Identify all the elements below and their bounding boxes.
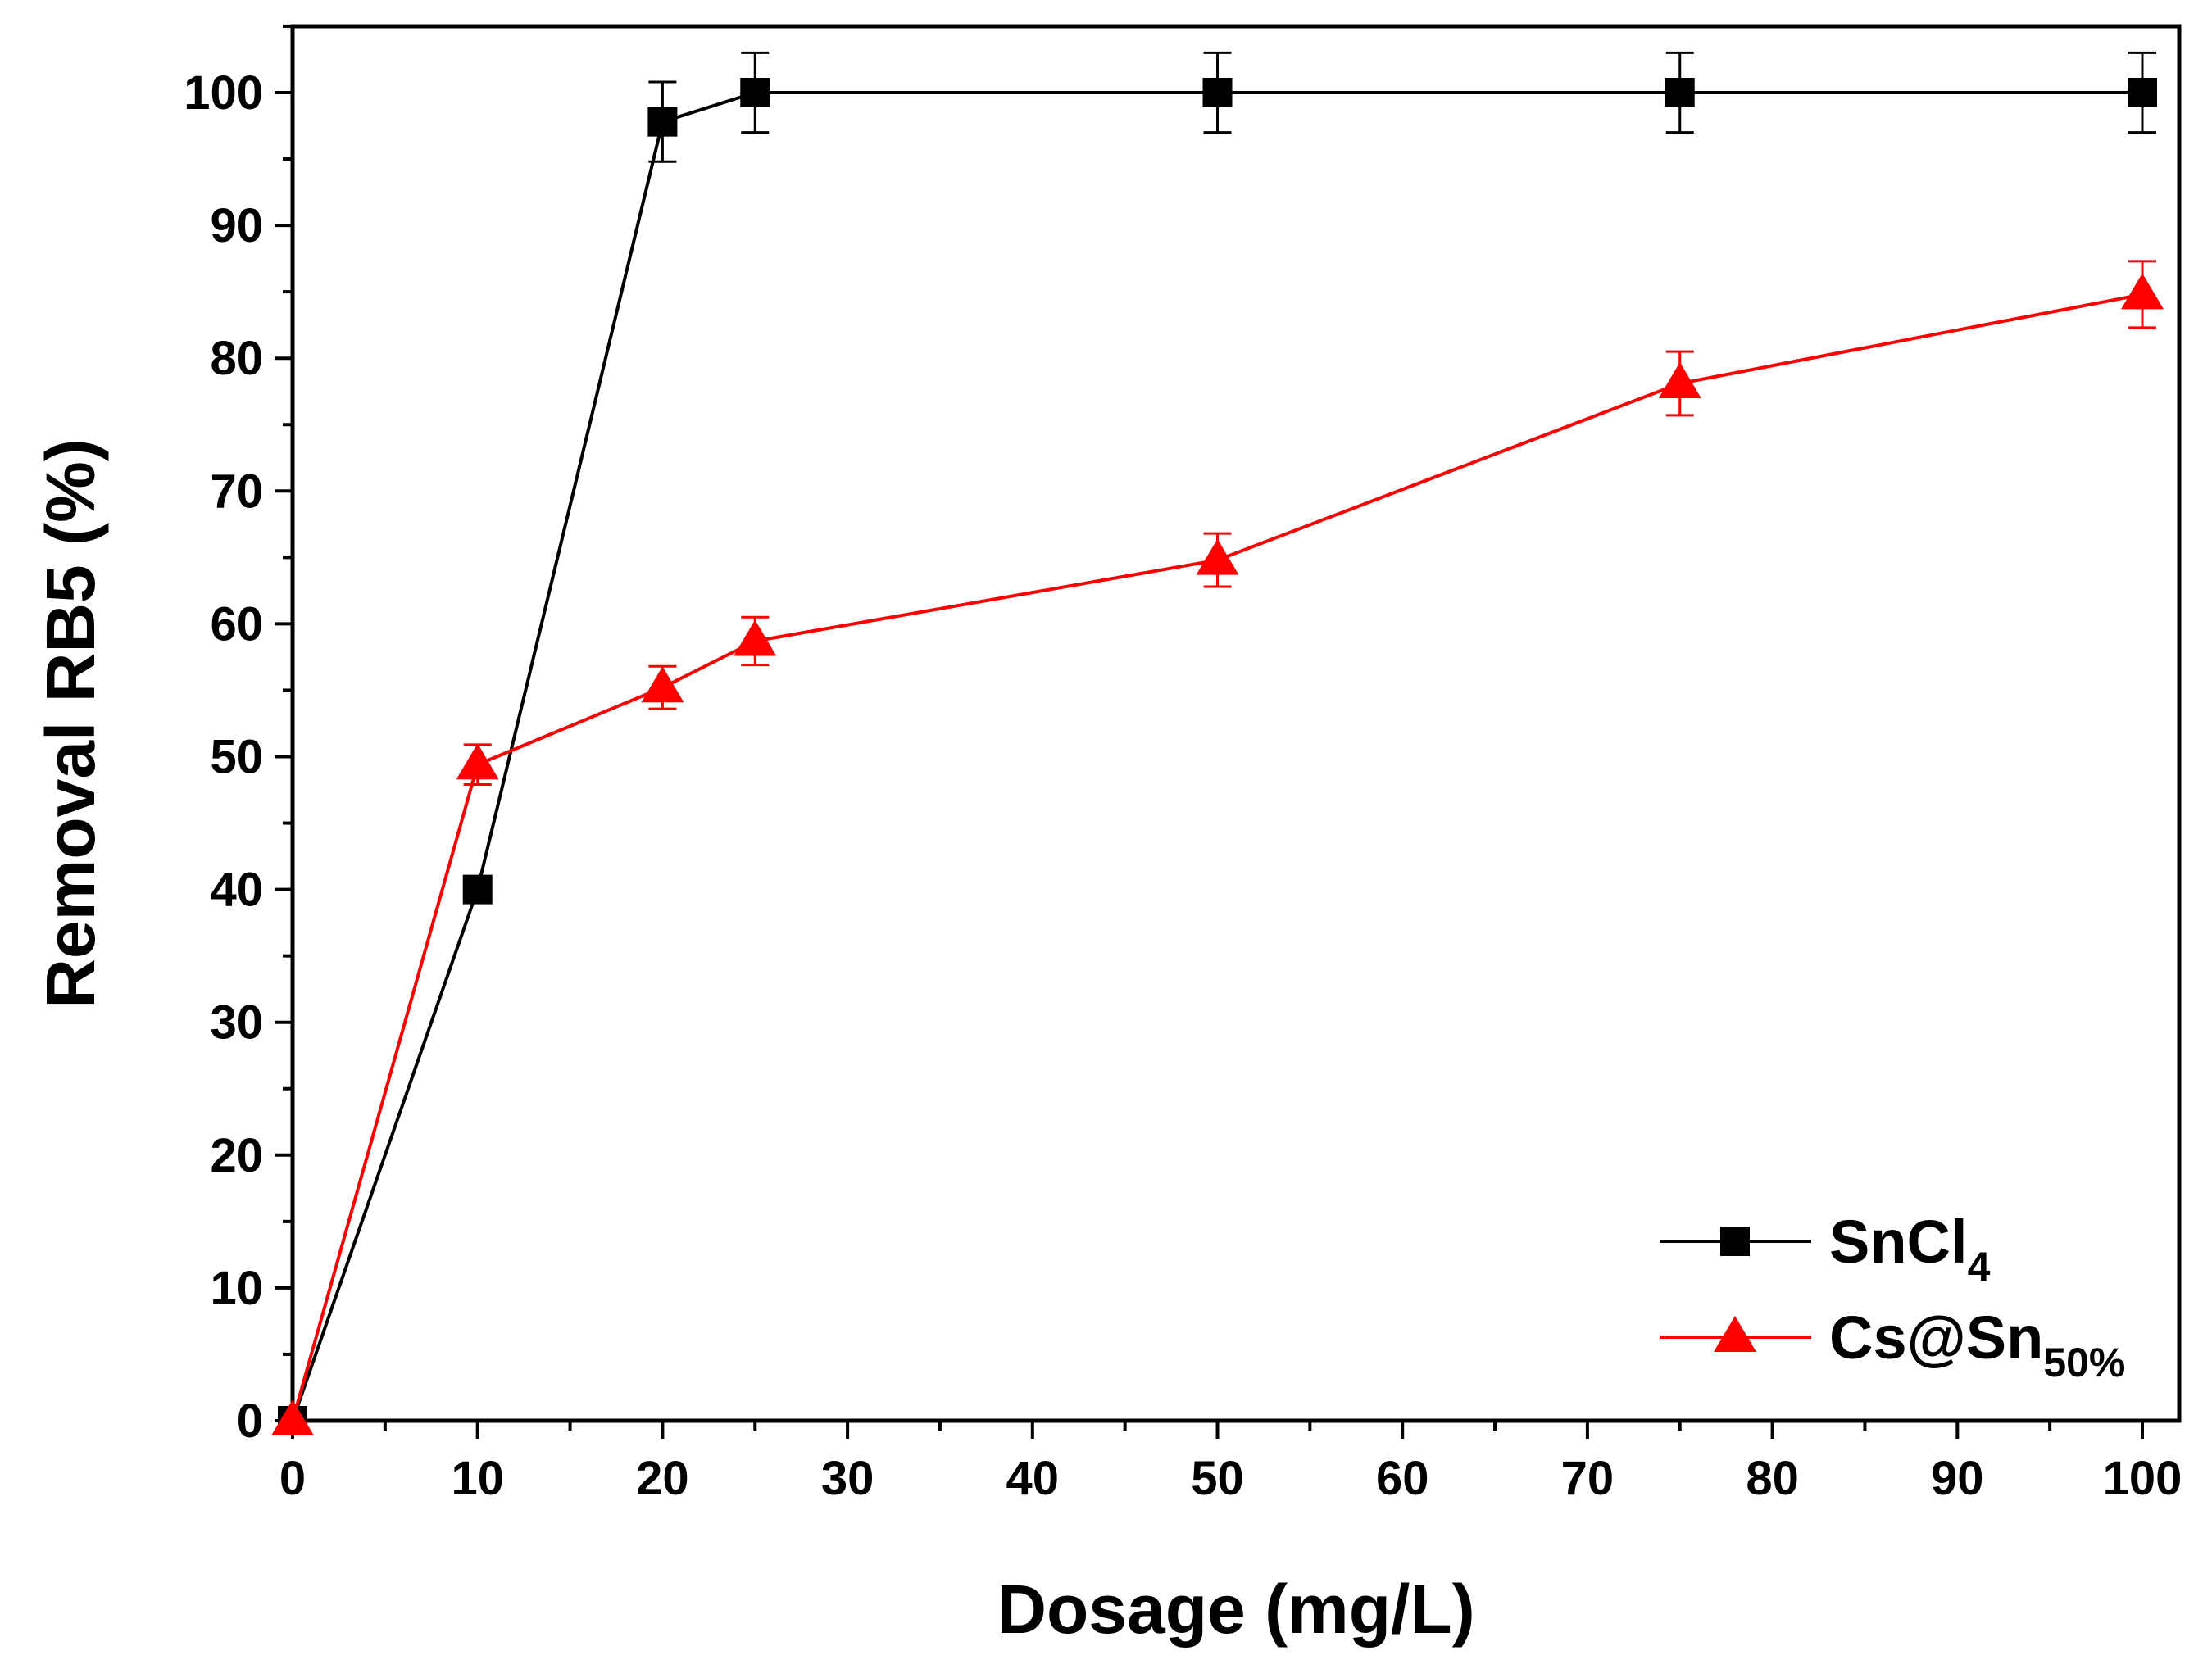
x-tick-label: 20 xyxy=(636,1452,689,1505)
legend: SnCl4 Cs@Sn50% xyxy=(1660,1208,2125,1385)
series-layer xyxy=(271,51,2164,1435)
x-tick-label: 10 xyxy=(451,1452,504,1505)
data-point xyxy=(456,743,499,780)
y-axis-title: Removal RB5 (%) xyxy=(32,438,109,1009)
data-point xyxy=(1658,361,1701,398)
legend-marker xyxy=(1720,1227,1750,1256)
y-tick-label: 40 xyxy=(210,864,263,917)
data-point xyxy=(740,78,770,107)
y-tick-label: 0 xyxy=(237,1395,263,1448)
y-tick-label: 80 xyxy=(210,332,263,385)
series-cs-sn50 xyxy=(271,260,2164,1435)
legend-label-subscript: 50% xyxy=(2043,1340,2125,1385)
y-tick-label: 60 xyxy=(210,597,263,651)
legend-label-subscript: 4 xyxy=(1968,1244,1991,1290)
y-tick-label: 70 xyxy=(210,465,263,518)
legend-label-main: SnCl xyxy=(1829,1208,1968,1276)
data-point xyxy=(1196,538,1239,575)
legend-label: SnCl4 xyxy=(1829,1208,1991,1290)
y-tick-label: 30 xyxy=(210,996,263,1050)
data-point xyxy=(462,874,493,905)
legend-label-main: Cs@Sn xyxy=(1829,1304,2043,1372)
data-point xyxy=(271,1399,314,1435)
data-point xyxy=(647,107,678,137)
x-axis-title: Dosage (mg/L) xyxy=(997,1571,1474,1648)
y-tick-label: 10 xyxy=(210,1262,263,1315)
x-tick-label: 60 xyxy=(1376,1452,1429,1505)
legend-marker xyxy=(1714,1316,1756,1352)
x-tick-label: 90 xyxy=(1931,1452,1984,1505)
x-tick-label: 70 xyxy=(1561,1452,1615,1505)
legend-label: Cs@Sn50% xyxy=(1829,1304,2125,1385)
y-tick-label: 20 xyxy=(210,1129,263,1182)
plot-frame xyxy=(290,24,2182,1423)
y-tick-label: 50 xyxy=(210,731,263,784)
data-point xyxy=(2128,78,2157,107)
x-tick-label: 30 xyxy=(821,1452,874,1505)
y-tick-label: 90 xyxy=(210,199,263,252)
x-tick-label: 40 xyxy=(1006,1452,1060,1505)
x-tick-label: 80 xyxy=(1746,1452,1799,1505)
x-tick-label: 0 xyxy=(279,1452,306,1505)
x-tick-label: 100 xyxy=(2103,1452,2182,1505)
legend-item: Cs@Sn50% xyxy=(1660,1304,2125,1385)
data-point xyxy=(1202,78,1233,107)
x-axis: 0 10 20 30 40 50 60 70 80 90 100 xyxy=(279,1421,2182,1505)
y-axis: 0 10 20 30 40 50 60 70 80 90 100 xyxy=(184,24,293,1448)
data-point xyxy=(734,619,777,656)
data-point xyxy=(1665,78,1695,107)
legend-item: SnCl4 xyxy=(1660,1208,1991,1290)
x-tick-label: 50 xyxy=(1191,1452,1244,1505)
data-point xyxy=(2121,273,2164,310)
y-tick-label: 100 xyxy=(184,66,263,120)
data-point xyxy=(641,666,684,703)
